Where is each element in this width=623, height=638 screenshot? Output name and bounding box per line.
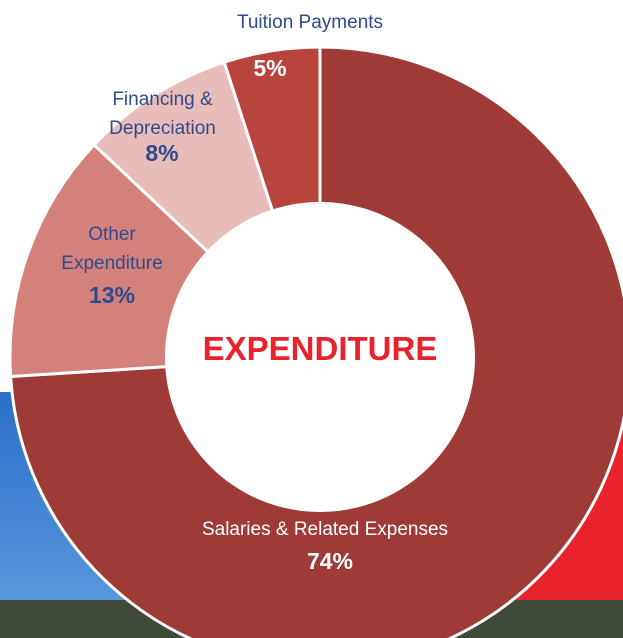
slice-label: Tuition Payments (160, 8, 460, 37)
value-label: 13% (62, 282, 162, 309)
chart-title: EXPENDITURE (160, 330, 480, 368)
value-label: 5% (220, 55, 320, 82)
slice-label: Other Expenditure (42, 220, 182, 278)
value-label: 8% (112, 140, 212, 167)
page: EXPENDITURE {"chart_data": {"type": "pie… (0, 0, 623, 638)
slice-label: Financing & Depreciation (70, 85, 255, 143)
value-label: 74% (280, 548, 380, 575)
slice-label: Salaries & Related Expenses (150, 515, 500, 544)
